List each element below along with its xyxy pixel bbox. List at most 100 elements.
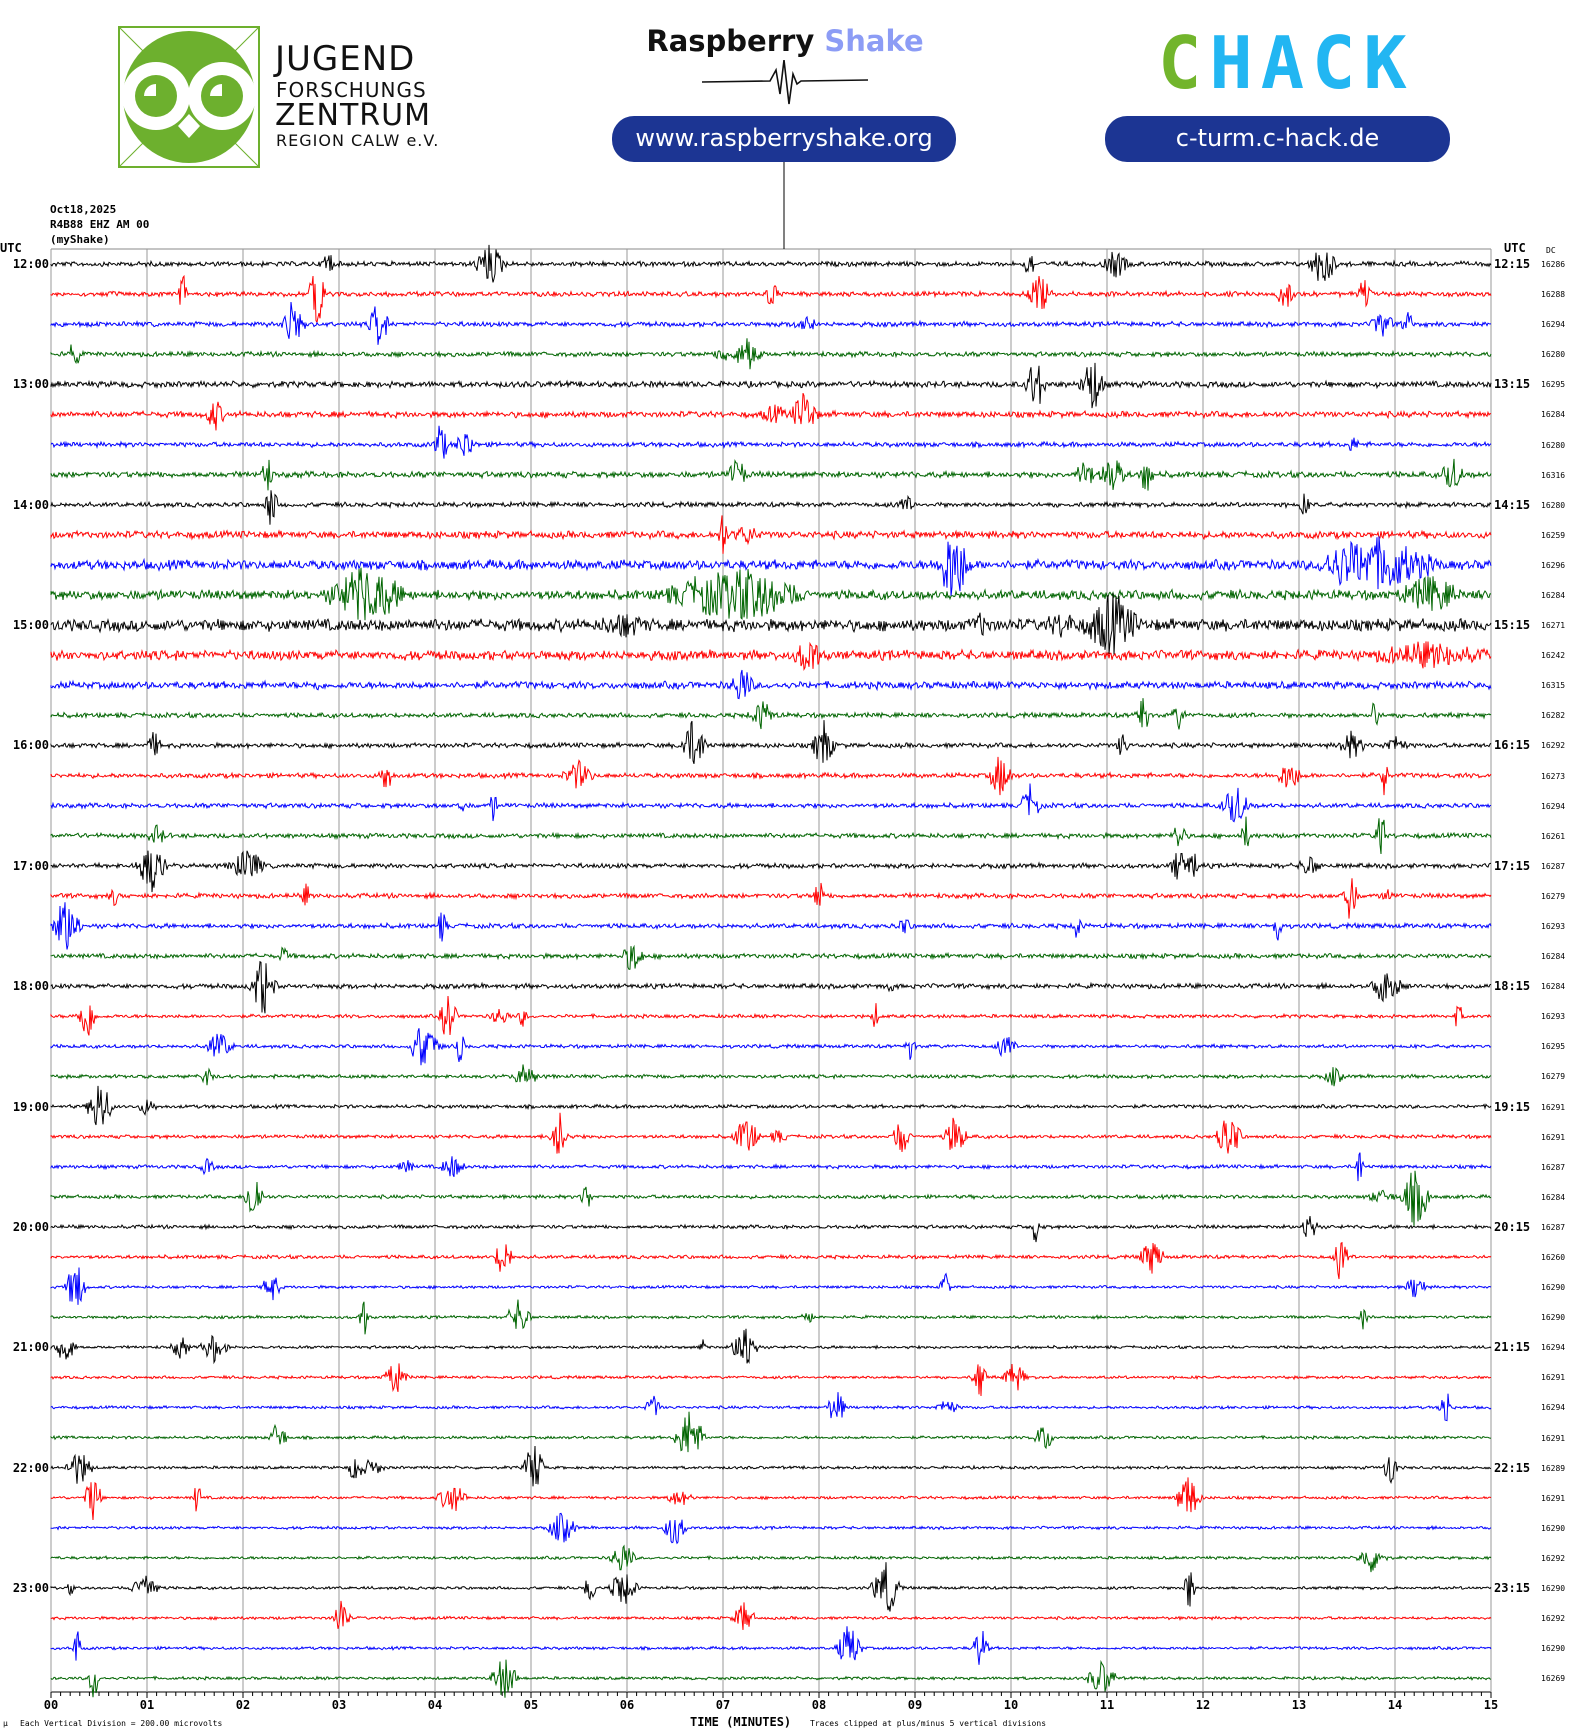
trace-row-9 <box>50 490 1492 525</box>
trace-row-43 <box>50 1512 1492 1545</box>
trace-row-23 <box>50 902 1492 950</box>
date-label: Oct18,2025 <box>50 203 117 216</box>
chack-url-link[interactable]: c-turm.c-hack.de <box>1105 116 1450 162</box>
dc-value: 16280 <box>1541 350 1566 360</box>
right-hour-label: 23:15 <box>1494 1580 1531 1595</box>
jfz-line-3: ZENTRUM <box>275 98 431 133</box>
left-hour-label: 16:00 <box>12 738 49 753</box>
left-hour-label: 15:00 <box>12 618 49 633</box>
station-label: R4B88 EHZ AM 00 <box>50 218 150 231</box>
dc-value: 16294 <box>1541 801 1566 811</box>
dc-value: 16271 <box>1541 621 1566 631</box>
dc-value: 16290 <box>1541 1644 1566 1654</box>
right-hour-label: 22:15 <box>1494 1460 1531 1475</box>
dc-value: 16287 <box>1541 1162 1566 1172</box>
trace-row-35 <box>50 1267 1492 1305</box>
dc-value: 16294 <box>1541 320 1566 330</box>
trace-row-27 <box>50 1028 1492 1066</box>
dc-value: 16288 <box>1541 290 1566 300</box>
dc-value: 16315 <box>1541 681 1566 691</box>
trace-row-41 <box>50 1445 1491 1487</box>
raspberryshake-url-link[interactable]: www.raspberryshake.org <box>612 116 956 162</box>
trace-row-18 <box>50 756 1492 796</box>
rs-name-blue: Shake <box>824 24 924 58</box>
x-tick-label: 02 <box>235 1698 251 1712</box>
dc-value: 16261 <box>1541 831 1566 841</box>
trace-row-47 <box>50 1626 1492 1665</box>
chack-c: C <box>1158 21 1210 105</box>
dc-value: 16282 <box>1541 711 1566 721</box>
trace-row-46 <box>50 1600 1492 1630</box>
x-tick-label: 04 <box>427 1698 443 1712</box>
dc-value: 16294 <box>1541 1343 1566 1353</box>
rs-name-black: Raspberry <box>646 24 815 58</box>
x-tick-label: 03 <box>331 1698 347 1712</box>
x-tick-label: 13 <box>1291 1698 1307 1712</box>
x-tick-label: 11 <box>1099 1698 1115 1712</box>
trace-row-2 <box>50 274 1492 324</box>
trace-row-22 <box>50 878 1492 919</box>
dc-label: DC <box>1546 246 1556 255</box>
dc-value: 16289 <box>1541 1463 1566 1473</box>
trace-row-39 <box>50 1392 1492 1422</box>
left-hour-label: 13:00 <box>12 377 49 392</box>
dc-value: 16284 <box>1541 982 1566 992</box>
left-hour-label: 12:00 <box>12 257 49 271</box>
trace-row-24 <box>50 944 1492 970</box>
trace-row-1 <box>50 244 1492 283</box>
dc-value: 16279 <box>1541 1072 1566 1082</box>
left-hour-label: 17:00 <box>12 858 49 873</box>
dc-value: 16284 <box>1541 410 1566 420</box>
trace-row-4 <box>50 338 1492 370</box>
x-tick-label: 07 <box>715 1698 731 1712</box>
dc-value: 16284 <box>1541 952 1566 962</box>
dc-value: 16291 <box>1541 1102 1566 1112</box>
trace-row-44 <box>50 1544 1492 1573</box>
dc-value: 16279 <box>1541 891 1566 901</box>
dc-value: 16291 <box>1541 1433 1566 1443</box>
jfz-line-2: FORSCHUNGS <box>276 78 427 102</box>
trace-row-45 <box>50 1562 1492 1612</box>
clip-note: Traces clipped at plus/minus 5 vertical … <box>810 1719 1047 1728</box>
trace-row-11 <box>50 536 1492 597</box>
dc-value: 16291 <box>1541 1373 1566 1383</box>
dc-value: 16294 <box>1541 1403 1566 1413</box>
scale-note: Each Vertical Division = 200.00 microvol… <box>20 1719 223 1728</box>
trace-row-48 <box>50 1659 1492 1698</box>
dc-value: 16292 <box>1541 741 1566 751</box>
trace-row-13 <box>50 593 1492 655</box>
left-hour-label: 20:00 <box>12 1219 49 1234</box>
trace-row-19 <box>50 783 1492 823</box>
dc-value: 16291 <box>1541 1132 1566 1142</box>
dc-value: 16284 <box>1541 1192 1566 1202</box>
right-hour-label: 21:15 <box>1494 1340 1531 1355</box>
trace-row-29 <box>50 1085 1492 1126</box>
trace-row-33 <box>50 1216 1492 1243</box>
seismic-wave-icon <box>701 60 869 105</box>
x-tick-label: 15 <box>1483 1698 1499 1712</box>
dc-value: 16273 <box>1541 771 1566 781</box>
trace-row-14 <box>50 641 1492 671</box>
jfz-line-4: REGION CALW e.V. <box>276 131 440 150</box>
trace-row-37 <box>50 1328 1492 1365</box>
trace-row-10 <box>50 515 1492 554</box>
x-tick-label: 09 <box>907 1698 923 1712</box>
trace-row-30 <box>50 1112 1492 1154</box>
dc-value: 16280 <box>1541 440 1566 450</box>
right-hour-label: 20:15 <box>1494 1219 1531 1234</box>
jfz-line-1: JUGEND <box>275 39 416 79</box>
trace-row-42 <box>50 1477 1492 1521</box>
x-tick-label: 00 <box>43 1698 59 1712</box>
trace-row-8 <box>50 458 1492 491</box>
trace-row-26 <box>50 995 1492 1036</box>
trace-row-7 <box>50 425 1492 459</box>
trace-row-20 <box>50 816 1492 855</box>
trace-row-36 <box>50 1299 1492 1335</box>
dc-value: 16290 <box>1541 1283 1566 1293</box>
trace-row-38 <box>50 1363 1492 1397</box>
x-tick-label: 05 <box>523 1698 539 1712</box>
dc-value: 16280 <box>1541 500 1566 510</box>
dc-value: 16296 <box>1541 560 1566 570</box>
dc-value: 16260 <box>1541 1252 1566 1262</box>
